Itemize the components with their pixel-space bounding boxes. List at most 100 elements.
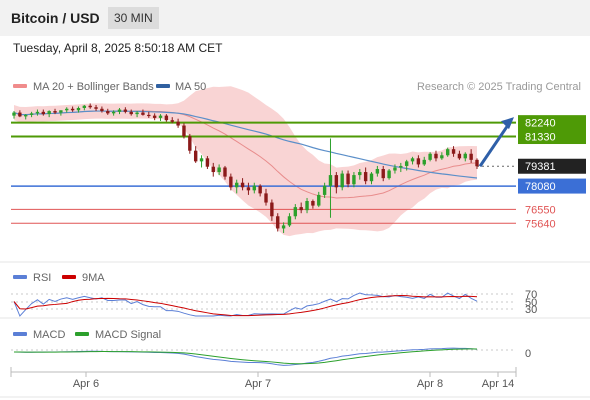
bearish-candle xyxy=(434,153,438,159)
bearish-candle xyxy=(188,136,192,151)
ma20-legend-label: MA 20 + Bollinger Bands xyxy=(33,81,154,93)
bearish-candle xyxy=(88,105,92,108)
bullish-candle xyxy=(24,114,28,117)
bearish-candle xyxy=(381,168,385,179)
last-price-tag xyxy=(518,158,586,174)
bullish-candle xyxy=(287,216,292,226)
bullish-candle xyxy=(59,110,63,113)
candlesticks xyxy=(12,103,479,234)
resistance-tag xyxy=(518,115,586,131)
bearish-candle xyxy=(94,107,98,109)
ma50-legend-swatch xyxy=(156,84,170,88)
bullish-candle xyxy=(340,173,344,188)
rsi-ma-legend-label: 9MA xyxy=(82,272,105,284)
bullish-candle xyxy=(428,153,432,160)
bearish-candle xyxy=(469,153,473,160)
bullish-candle xyxy=(317,194,321,206)
bullish-candle xyxy=(82,105,87,109)
bearish-candle xyxy=(205,158,210,167)
pivot-label: 76550 xyxy=(525,204,556,216)
bullish-candle xyxy=(305,201,309,211)
resistance-label: 81330 xyxy=(525,132,556,144)
bearish-candle xyxy=(141,112,145,115)
bullish-candle xyxy=(358,172,362,176)
time-tick-label: Apr 7 xyxy=(245,378,271,390)
bullish-candle xyxy=(399,165,403,168)
bearish-candle xyxy=(182,125,186,137)
bullish-candle xyxy=(76,108,81,111)
timestamp: Tuesday, April 8, 2025 8:50:18 AM CET xyxy=(13,41,223,55)
bearish-candle xyxy=(270,202,274,217)
support-tag xyxy=(518,178,586,194)
bearish-candle xyxy=(147,114,151,117)
bullish-candle xyxy=(410,158,415,162)
bullish-candle xyxy=(375,168,380,174)
time-tick-label: Apr 6 xyxy=(73,378,99,390)
macd-signal-line xyxy=(13,348,478,365)
bearish-candle xyxy=(223,167,227,177)
bullish-candle xyxy=(422,159,426,165)
bullish-candle xyxy=(117,109,122,112)
bearish-candle xyxy=(346,173,350,185)
bearish-candle xyxy=(229,176,233,188)
time-axis-ticks: Apr 6 Apr 7 Apr 8 Apr 14 xyxy=(73,372,514,390)
bearish-candle xyxy=(258,185,262,194)
key-levels xyxy=(11,121,516,224)
bearish-candle xyxy=(106,111,110,114)
bullish-candle xyxy=(281,225,286,229)
pivot-label: 75640 xyxy=(525,218,556,230)
bearish-candle xyxy=(246,187,251,191)
macd-legend-label: MACD xyxy=(33,329,65,341)
level-labels: 82240 81330 79381 78080 76550 75640 xyxy=(518,115,586,230)
bullish-candle xyxy=(387,170,391,179)
rsi-ma-line xyxy=(13,294,478,317)
bearish-candle xyxy=(170,120,174,122)
macd-signal-legend-label: MACD Signal xyxy=(95,329,161,341)
copyright-label: Research © 2025 Trading Central xyxy=(417,81,581,93)
bearish-candle xyxy=(123,109,128,112)
bearish-candle xyxy=(240,182,245,188)
macd-zero-label: 0 xyxy=(525,348,531,360)
bearish-candle xyxy=(70,108,75,111)
bearish-candle xyxy=(152,115,157,118)
rsi-tick-50: 50 xyxy=(525,297,537,309)
bearish-candle xyxy=(475,159,479,167)
bullish-candle xyxy=(369,173,374,182)
bearish-candle xyxy=(311,201,315,206)
bullish-candle xyxy=(328,175,333,186)
last-price-label: 79381 xyxy=(525,161,556,173)
bearish-candle xyxy=(18,112,22,117)
rsi-legend-label: RSI xyxy=(33,272,51,284)
macd-legend-swatch xyxy=(13,332,27,336)
bullish-candle xyxy=(404,161,409,166)
rsi-ma-legend-swatch xyxy=(62,275,76,279)
ma50-legend-label: MA 50 xyxy=(175,81,206,93)
bearish-candle xyxy=(299,207,303,211)
bearish-candle xyxy=(451,149,456,154)
bearish-candle xyxy=(164,115,169,121)
forecast-arrow xyxy=(478,117,514,168)
bearish-candle xyxy=(176,121,180,126)
bearish-candle xyxy=(363,172,368,182)
bearish-candle xyxy=(211,166,215,173)
resistance-tag xyxy=(518,129,586,145)
rsi-tick-30: 30 xyxy=(525,304,537,316)
bearish-candle xyxy=(416,158,421,165)
macd-signal-legend-swatch xyxy=(75,332,89,336)
bollinger-band xyxy=(14,86,477,237)
forecast-arrow-line xyxy=(478,121,512,168)
bearish-candle xyxy=(334,175,339,188)
header-bar: Bitcoin / USD 30 MIN xyxy=(0,0,590,36)
forecast-arrow-head xyxy=(501,117,514,130)
bullish-candle xyxy=(463,153,467,159)
bearish-candle xyxy=(193,150,198,162)
bullish-candle xyxy=(235,182,239,188)
support-label: 78080 xyxy=(525,181,556,193)
bullish-candle xyxy=(135,112,139,115)
timeframe-badge[interactable]: 30 MIN xyxy=(108,7,159,29)
bullish-candle xyxy=(47,111,51,115)
resistance-label: 82240 xyxy=(525,118,556,130)
rsi-tick-70: 70 xyxy=(525,289,537,301)
bullish-candle xyxy=(35,111,40,114)
macd-line xyxy=(13,347,478,366)
